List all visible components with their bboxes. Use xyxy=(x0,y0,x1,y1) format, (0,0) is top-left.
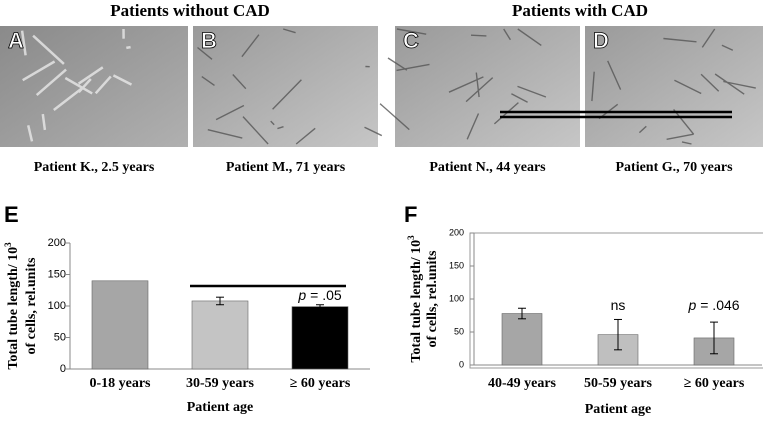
cell-network xyxy=(20,28,133,142)
y-tick-label: 200 xyxy=(449,227,464,237)
y-tick-label: 150 xyxy=(48,268,66,280)
bar xyxy=(291,306,349,370)
panel-letter: E xyxy=(4,202,19,227)
y-tick-label: 0 xyxy=(459,359,464,369)
group-title: Patients without CAD xyxy=(110,1,270,20)
annotation-text: ns xyxy=(611,297,626,313)
y-axis-title: Total tube length/ 103 xyxy=(406,235,424,363)
y-axis-title-text: Total tube length/ 10 xyxy=(6,247,21,370)
x-tick-label: ≥ 60 years xyxy=(684,376,745,391)
error-bar xyxy=(216,296,224,306)
bar xyxy=(91,280,149,370)
x-tick-label: 30-59 years xyxy=(186,376,255,391)
x-tick-label: 0-18 years xyxy=(89,376,151,391)
annotation-symbol: p xyxy=(687,297,696,313)
error-bar xyxy=(518,307,526,320)
panel-letter: F xyxy=(404,202,417,227)
y-axis-title-sup: 3 xyxy=(406,235,416,240)
y-tick-label: 50 xyxy=(54,331,66,343)
micrograph xyxy=(0,26,188,147)
y-axis-title: Total tube length/ 103 xyxy=(3,242,21,370)
error-bar xyxy=(710,321,718,355)
micrograph xyxy=(193,26,378,147)
plot-frame xyxy=(469,232,763,369)
x-tick-label: ≥ 60 years xyxy=(290,376,351,391)
panel-letter: A xyxy=(8,28,24,53)
x-axis-title: Patient age xyxy=(187,400,253,415)
y-tick-label: 200 xyxy=(48,237,66,249)
annotation-text: = .05 xyxy=(310,287,342,303)
micrograph-caption: Patient K., 2.5 years xyxy=(34,160,155,175)
y-tick-label: 150 xyxy=(449,260,464,270)
micrograph xyxy=(395,26,580,147)
x-tick-label: 40-49 years xyxy=(488,376,557,391)
annotation: p = .05 xyxy=(297,287,342,303)
panel-letter: D xyxy=(593,28,609,53)
annotation: ns xyxy=(611,297,626,313)
y-tick-label: 100 xyxy=(48,300,66,312)
y-tick-label: 100 xyxy=(449,293,464,303)
y-tick-label: 50 xyxy=(454,326,464,336)
bar xyxy=(191,300,249,370)
y-tick-label: 0 xyxy=(60,363,66,375)
annotation-symbol: p xyxy=(297,287,306,303)
y-axis-title: of cells, rel.units xyxy=(24,257,39,355)
cell-network xyxy=(197,28,383,145)
error-bar xyxy=(316,304,324,310)
micrograph-caption: Patient G., 70 years xyxy=(615,160,733,175)
x-tick-label: 50-59 years xyxy=(584,376,653,391)
annotation: p = .046 xyxy=(687,297,739,313)
y-axis-title-sup: 3 xyxy=(3,242,13,247)
annotation-text: = .046 xyxy=(700,297,740,313)
micrograph-caption: Patient N., 44 years xyxy=(429,160,546,175)
y-axis-title-text: Total tube length/ 10 xyxy=(409,240,424,363)
bar xyxy=(501,313,543,366)
group-title: Patients with CAD xyxy=(512,1,648,20)
micrograph-caption: Patient M., 71 years xyxy=(226,160,346,175)
panel-letter: B xyxy=(201,28,217,53)
error-bar xyxy=(614,318,622,351)
micrograph xyxy=(585,26,763,147)
panel-letter: C xyxy=(403,28,419,53)
y-axis-title: of cells, rel.units xyxy=(425,250,440,348)
x-axis-title: Patient age xyxy=(585,402,651,417)
